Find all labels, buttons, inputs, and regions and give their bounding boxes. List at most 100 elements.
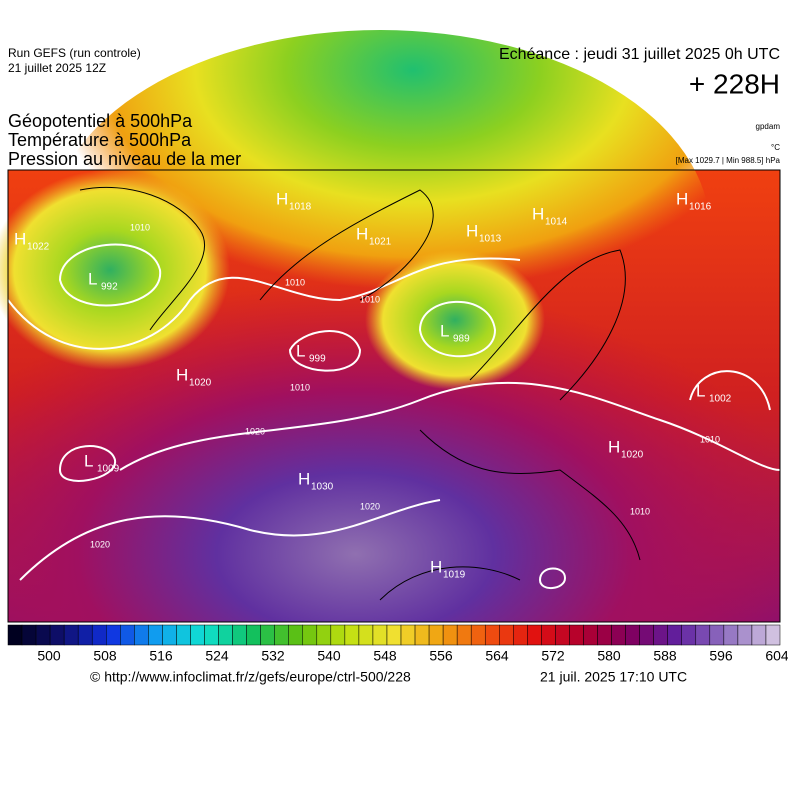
colorbar-tick-label: 524 (205, 648, 229, 664)
center-type: L (84, 451, 93, 470)
isobar (58, 243, 162, 307)
colorbar-tick-label: 548 (373, 648, 397, 664)
colorbar-swatch (260, 624, 275, 646)
colorbar-tick-label: 532 (261, 648, 285, 664)
colorbar-swatch (288, 624, 304, 646)
coastline (79, 186, 206, 331)
unit: °C (771, 143, 780, 152)
lead-time: + 228H (689, 68, 780, 99)
colorbar-tick-label: 572 (541, 648, 565, 664)
title: Pression au niveau de la mer (8, 149, 241, 169)
isobar (19, 499, 441, 581)
center-type: L (696, 381, 705, 400)
colorbar-swatch (7, 624, 23, 646)
colorbar-swatch (302, 624, 318, 646)
coastline (259, 189, 434, 301)
center-type: H (430, 557, 442, 576)
colorbar-swatch (499, 624, 514, 646)
colorbar-tick-label: 604 (765, 648, 788, 664)
colorbar-tick-label: 516 (149, 648, 173, 664)
colorbar-swatch (218, 624, 233, 646)
center-value: 1020 (189, 378, 212, 389)
colorbar-swatch (681, 624, 697, 646)
colorbar-swatch (91, 624, 107, 646)
colorbar-swatch (723, 624, 739, 646)
center-type: H (532, 204, 544, 223)
colorbar-swatch (470, 624, 486, 646)
isobar-label: 1010 (630, 506, 650, 516)
center-value: 1002 (709, 394, 732, 405)
center-value: 1009 (97, 464, 120, 475)
center-value: 1022 (27, 242, 50, 253)
map-cold-field (0, 170, 230, 370)
coastline (419, 429, 641, 561)
coastline (469, 249, 626, 401)
center-value: 1030 (311, 482, 334, 493)
center-value: 1018 (289, 202, 312, 213)
center-value: 1021 (369, 237, 392, 248)
colorbar-swatch (49, 624, 65, 646)
isobar-label: 1020 (90, 539, 110, 549)
center-type: H (276, 189, 288, 208)
title: Température à 500hPa (8, 130, 192, 150)
colorbar-swatch (695, 624, 711, 646)
center-value: 992 (101, 282, 118, 293)
colorbar-swatch (372, 624, 388, 646)
colorbar-swatch (106, 624, 121, 646)
colorbar-swatch (653, 624, 668, 646)
colorbar-swatch (456, 624, 472, 646)
isobar-label: 1010 (700, 434, 720, 444)
colorbar-tick-label: 500 (37, 648, 61, 664)
run-name: Run GEFS (run controle) (8, 46, 141, 60)
center-type: H (298, 469, 310, 488)
colorbar-swatch (414, 624, 430, 646)
colorbar-swatch (35, 624, 51, 646)
center-type: H (676, 189, 688, 208)
colorbar-swatch (484, 624, 500, 646)
colorbar-tick-label: 596 (709, 648, 733, 664)
colorbar-swatch (583, 624, 598, 646)
colorbar-swatch (709, 624, 725, 646)
title: Géopotentiel à 500hPa (8, 111, 193, 131)
colorbar-swatch (541, 624, 556, 646)
map-frame (7, 169, 781, 623)
center-value: 1019 (443, 570, 466, 581)
colorbar-tick-label: 564 (485, 648, 509, 664)
isobar (7, 257, 521, 350)
isobar-label: 1010 (360, 294, 380, 304)
center-value: 1016 (689, 202, 712, 213)
isobars (7, 243, 781, 589)
center-type: L (296, 341, 305, 360)
colorbar-tick-label: 580 (597, 648, 621, 664)
colorbar-swatch (148, 624, 163, 646)
colorbar-tick-label: 556 (429, 648, 453, 664)
colorbar-swatch (737, 624, 753, 646)
colorbar-swatch (120, 624, 135, 646)
source: © http://www.infoclimat.fr/z/gefs/europe… (90, 669, 411, 685)
isobar-label: 1010 (130, 222, 150, 232)
colorbar-swatch (765, 624, 781, 646)
coastlines (79, 186, 641, 601)
colorbar-swatch (442, 624, 458, 646)
center-value: 989 (453, 334, 470, 345)
colorbar-swatch (597, 624, 612, 646)
colorbar-swatch (316, 624, 332, 646)
colorbar-swatch (63, 624, 79, 646)
run-date: 21 juillet 2025 12Z (8, 61, 106, 75)
colorbar-tick-label: 508 (93, 648, 117, 664)
colorbar-swatch (344, 624, 360, 646)
colorbar-swatch (330, 624, 346, 646)
colorbar-swatch (611, 624, 626, 646)
colorbar-swatch (204, 624, 219, 646)
center-type: H (356, 224, 368, 243)
isobar (418, 300, 497, 358)
colorbar-swatch (639, 624, 654, 646)
center-value: 999 (309, 354, 326, 365)
colorbar-swatch (527, 624, 542, 646)
colorbar-swatch (625, 624, 640, 646)
colorbar-swatch (246, 624, 261, 646)
colorbar-tick-label: 588 (653, 648, 677, 664)
center-type: H (466, 221, 478, 240)
center-value: 1020 (621, 450, 644, 461)
